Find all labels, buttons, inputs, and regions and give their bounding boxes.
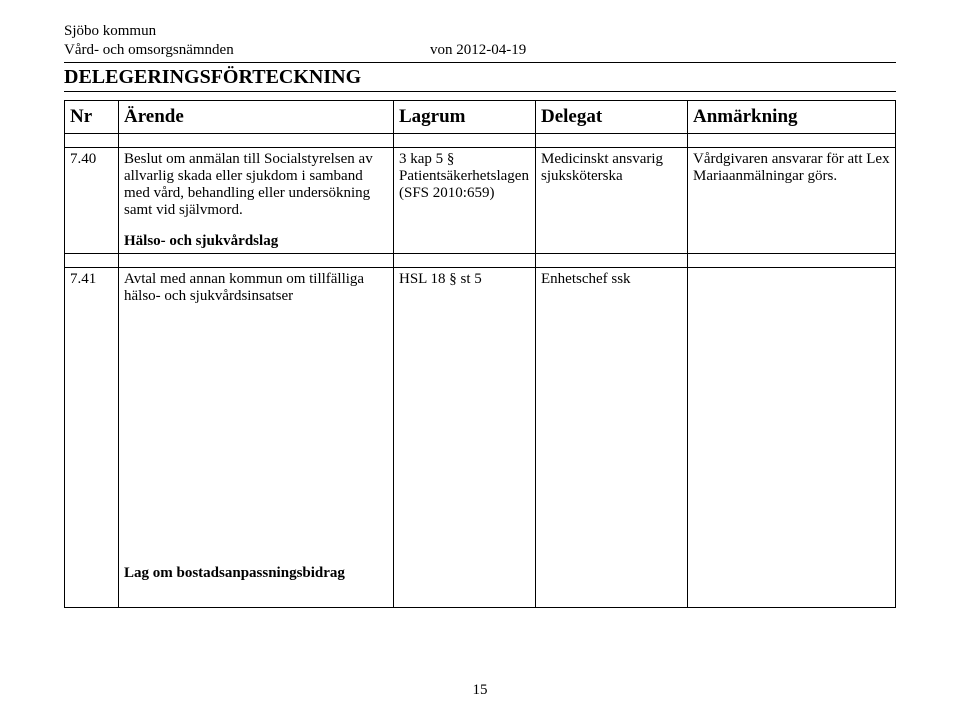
th-delegat: Delegat xyxy=(536,100,688,133)
delegation-table: Nr Ärende Lagrum Delegat Anmärkning 7.40… xyxy=(64,100,896,608)
arende-main: Beslut om anmälan till Socialstyrelsen a… xyxy=(124,151,388,219)
arende-sub: Lag om bostadsanpassningsbidrag xyxy=(124,565,388,582)
document-page: Sjöbo kommun Vård- och omsorgsnämnden vo… xyxy=(0,0,960,717)
table-header-row: Nr Ärende Lagrum Delegat Anmärkning xyxy=(65,100,896,133)
header-date-prefix: von xyxy=(430,42,453,58)
page-number: 15 xyxy=(0,682,960,699)
spacer-cell xyxy=(536,253,688,267)
table-row: 7.41 Avtal med annan kommun om tillfälli… xyxy=(65,267,896,607)
cell-lagrum: 3 kap 5 § Patientsäkerhetslagen (SFS 201… xyxy=(394,147,536,253)
rule-bottom xyxy=(64,91,896,92)
spacer-cell xyxy=(394,133,536,147)
lagrum-line: Patientsäkerhetslagen xyxy=(399,168,530,185)
spacer-cell xyxy=(65,133,119,147)
lagrum-line: (SFS 2010:659) xyxy=(399,185,530,202)
th-arende: Ärende xyxy=(119,100,394,133)
th-lagrum: Lagrum xyxy=(394,100,536,133)
spacer-cell xyxy=(119,253,394,267)
header-org: Sjöbo kommun xyxy=(64,22,896,41)
spacer-cell xyxy=(688,133,896,147)
spacer-cell xyxy=(119,133,394,147)
lagrum-line: 3 kap 5 § xyxy=(399,151,530,168)
cell-nr: 7.41 xyxy=(65,267,119,607)
spacer-row xyxy=(65,253,896,267)
cell-delegat: Medicinskt ansvarig sjuksköterska xyxy=(536,147,688,253)
table-row: 7.40 Beslut om anmälan till Socialstyrel… xyxy=(65,147,896,253)
header-date: von 2012-04-19 xyxy=(404,41,526,60)
page-header: Sjöbo kommun Vård- och omsorgsnämnden vo… xyxy=(64,22,896,60)
cell-anmarkning: Vårdgivaren ansvarar för att Lex Mariaan… xyxy=(688,147,896,253)
spacer-cell xyxy=(688,253,896,267)
cell-arende: Avtal med annan kommun om tillfälliga hä… xyxy=(119,267,394,607)
cell-delegat: Enhetschef ssk xyxy=(536,267,688,607)
header-committee: Vård- och omsorgsnämnden xyxy=(64,41,404,60)
cell-arende: Beslut om anmälan till Socialstyrelsen a… xyxy=(119,147,394,253)
cell-anmarkning xyxy=(688,267,896,607)
arende-sub: Hälso- och sjukvårdslag xyxy=(124,233,388,250)
spacer-cell xyxy=(536,133,688,147)
cell-lagrum: HSL 18 § st 5 xyxy=(394,267,536,607)
cell-nr: 7.40 xyxy=(65,147,119,253)
spacer-cell xyxy=(65,253,119,267)
th-anmarkning: Anmärkning xyxy=(688,100,896,133)
th-nr: Nr xyxy=(65,100,119,133)
spacer-cell xyxy=(394,253,536,267)
page-title: DELEGERINGSFÖRTECKNING xyxy=(64,63,896,91)
header-date-value: 2012-04-19 xyxy=(456,42,526,58)
arende-main: Avtal med annan kommun om tillfälliga hä… xyxy=(124,271,388,305)
spacer-row xyxy=(65,133,896,147)
